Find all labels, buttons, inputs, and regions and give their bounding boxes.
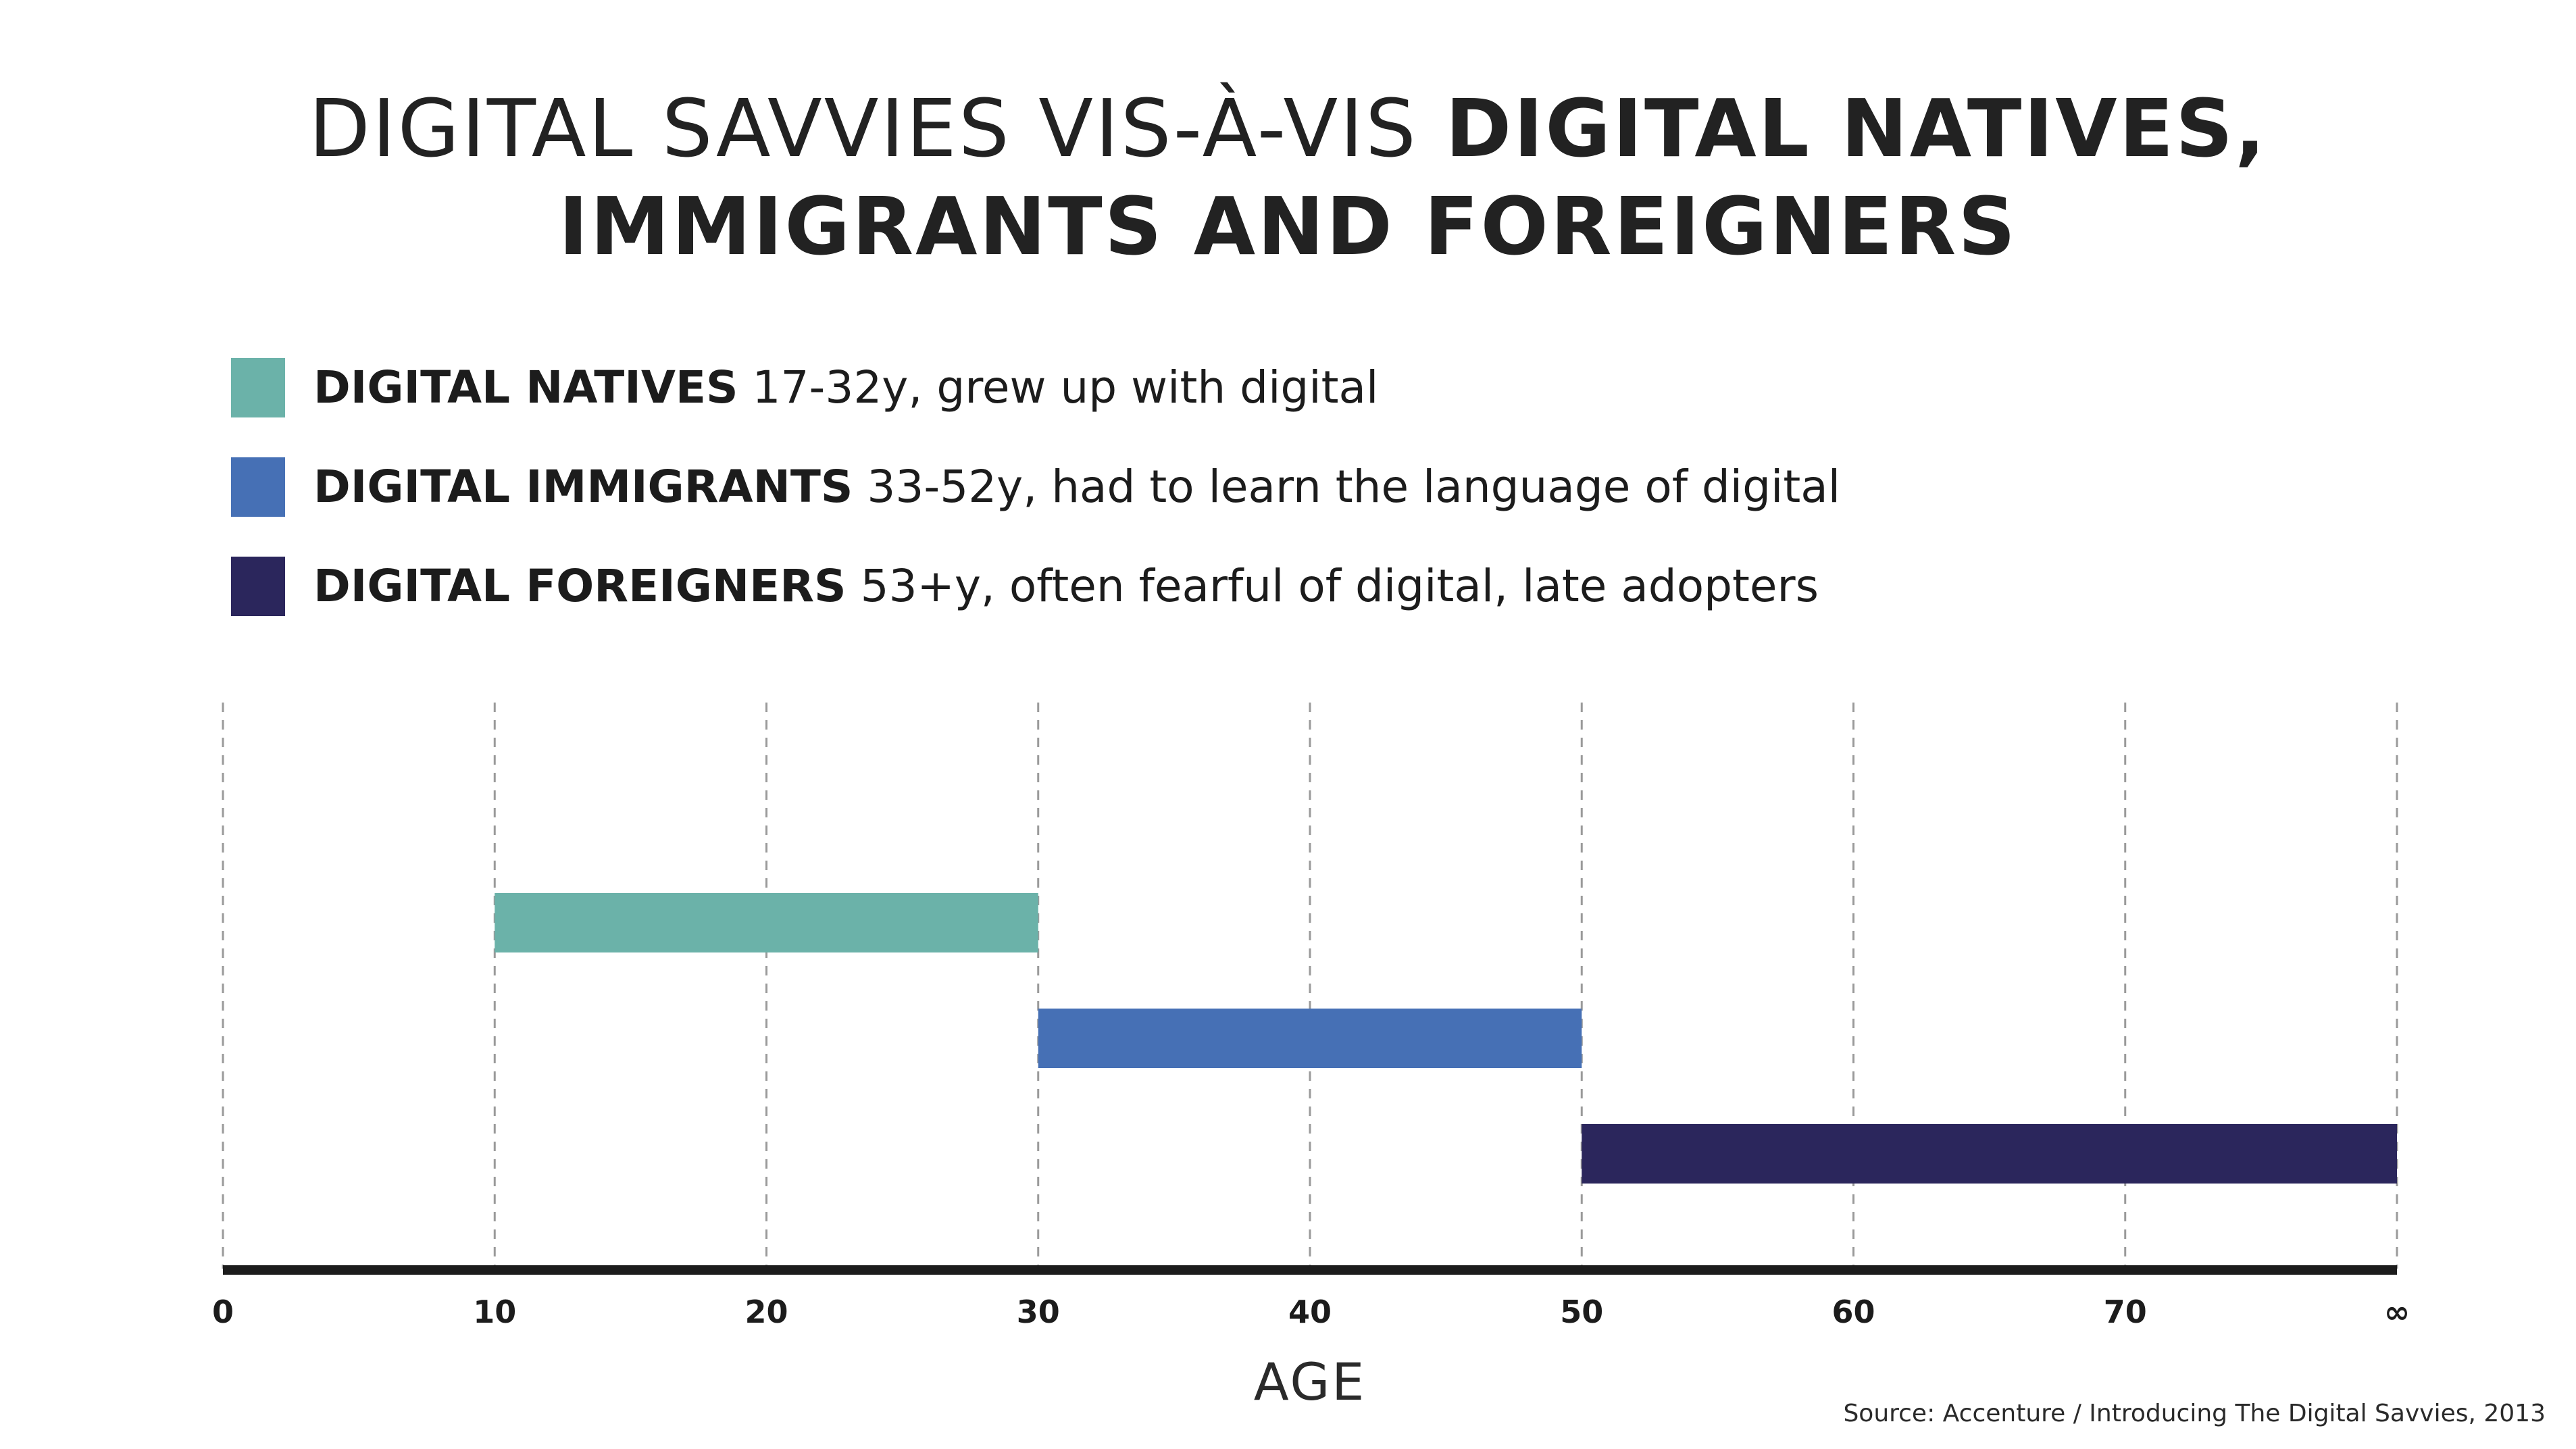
x-tick-label: 50	[1560, 1294, 1603, 1330]
title-line-1: DIGITAL SAVVIES VIS-À-VIS DIGITAL NATIVE…	[0, 80, 2576, 178]
x-tick-label: 70	[2104, 1294, 2147, 1330]
title-bold-part-2: IMMIGRANTS AND FOREIGNERS	[558, 180, 2018, 273]
legend-item-natives: DIGITAL NATIVES 17-32y, grew up with dig…	[231, 358, 1840, 417]
legend-name: DIGITAL NATIVES	[313, 361, 738, 413]
grid-lines	[222, 703, 2398, 1269]
legend-text-immigrants: DIGITAL IMMIGRANTS 33-52y, had to learn …	[313, 457, 1840, 517]
x-tick-label: 0	[212, 1294, 234, 1330]
x-axis-title: AGE	[1254, 1352, 1367, 1412]
legend-desc: 33-52y, had to learn the language of dig…	[867, 461, 1841, 513]
x-tick-label: 20	[744, 1294, 788, 1330]
title-bold-part: DIGITAL NATIVES,	[1445, 82, 2267, 175]
title-line-2: IMMIGRANTS AND FOREIGNERS	[0, 178, 2576, 276]
range-bar-digital-immigrants	[1038, 1009, 1582, 1068]
x-tick-labels: 0 10 20 30 40 50 60 70 ∞	[212, 1294, 2410, 1330]
chart-title: DIGITAL SAVVIES VIS-À-VIS DIGITAL NATIVE…	[0, 80, 2576, 276]
range-bar-digital-natives	[495, 893, 1038, 952]
x-tick-label: 30	[1017, 1294, 1060, 1330]
legend-item-foreigners: DIGITAL FOREIGNERS 53+y, often fearful o…	[231, 557, 1840, 616]
x-tick-label: 10	[473, 1294, 516, 1330]
legend-text-natives: DIGITAL NATIVES 17-32y, grew up with dig…	[313, 358, 1378, 417]
range-bars	[495, 893, 2397, 1184]
legend-desc: 53+y, often fearful of digital, late ado…	[860, 560, 1819, 612]
source-note: Source: Accenture / Introducing The Digi…	[1843, 1400, 2546, 1427]
x-tick-label: 60	[1832, 1294, 1875, 1330]
legend-swatch-natives	[231, 358, 285, 417]
legend-name: DIGITAL FOREIGNERS	[313, 560, 847, 612]
legend-text-foreigners: DIGITAL FOREIGNERS 53+y, often fearful o…	[313, 557, 1819, 616]
legend-swatch-immigrants	[231, 457, 285, 517]
x-tick-label: 40	[1288, 1294, 1332, 1330]
legend-swatch-foreigners	[231, 557, 285, 616]
legend-desc: 17-32y, grew up with digital	[752, 361, 1379, 413]
legend-name: DIGITAL IMMIGRANTS	[313, 461, 853, 513]
legend-item-immigrants: DIGITAL IMMIGRANTS 33-52y, had to learn …	[231, 457, 1840, 517]
x-tick-label: ∞	[2384, 1294, 2410, 1330]
title-light-part: DIGITAL SAVVIES VIS-À-VIS	[308, 82, 1418, 175]
legend: DIGITAL NATIVES 17-32y, grew up with dig…	[231, 358, 1840, 656]
range-bar-digital-foreigners	[1582, 1124, 2397, 1184]
